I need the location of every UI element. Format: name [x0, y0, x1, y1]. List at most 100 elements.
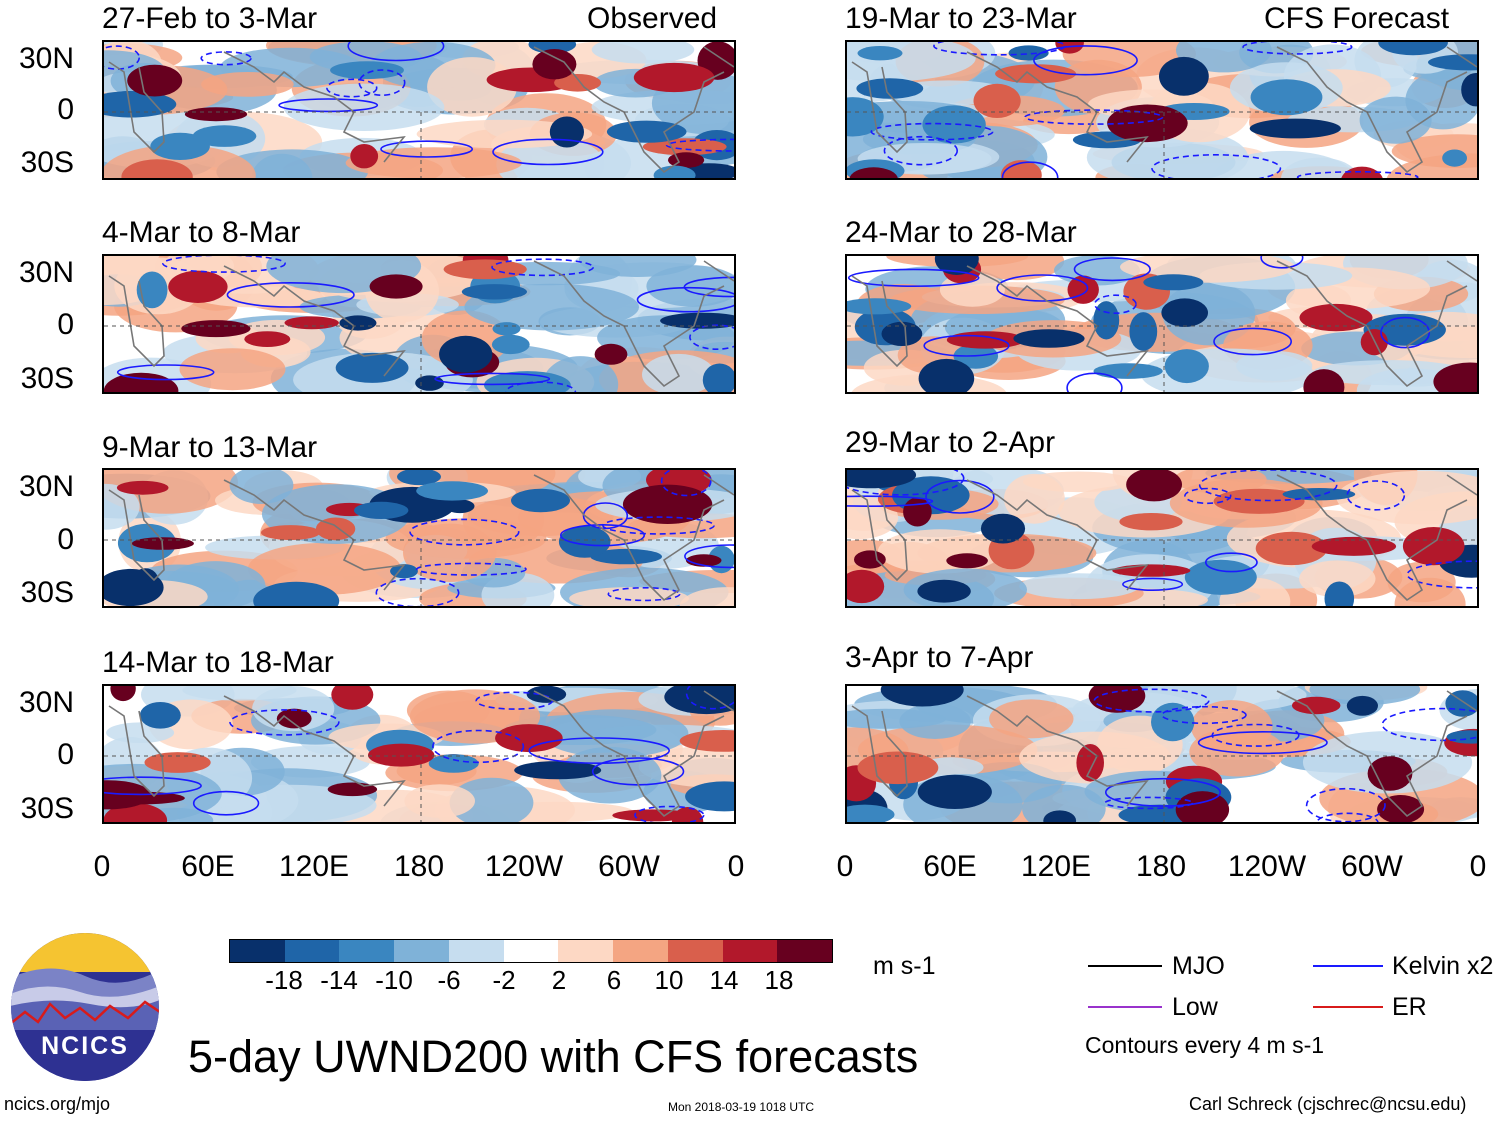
kelvin-contours — [870, 42, 1419, 178]
legend-label-er: ER — [1392, 993, 1427, 1021]
anomaly-field — [104, 686, 734, 822]
cfs-forecast-label: CFS Forecast — [1264, 2, 1450, 35]
map-panel-3 — [102, 468, 736, 608]
colorbar-swatch — [613, 940, 668, 962]
anomaly-field — [847, 686, 1477, 822]
lon-label: 120E — [1020, 850, 1092, 883]
contour-note: Contours every 4 m s-1 — [1085, 1032, 1325, 1058]
lat-label-30n: 30N — [18, 256, 74, 289]
anomaly-field — [847, 42, 1477, 178]
colorbar-swatch — [230, 940, 285, 962]
lat-label-30s: 30S — [20, 146, 74, 179]
grid-lines — [847, 111, 1477, 178]
anomaly-field — [104, 42, 734, 178]
legend-line-er — [1313, 1006, 1383, 1008]
coastlines — [851, 260, 1477, 388]
lon-label: 120W — [484, 850, 564, 883]
anomaly-field — [847, 256, 1477, 392]
map-panel-4 — [102, 684, 736, 824]
lon-label: 60E — [181, 850, 235, 883]
map-panel-6 — [845, 254, 1479, 394]
kelvin-contours — [116, 256, 734, 392]
coastlines — [851, 46, 1477, 174]
colorbar-tick: 18 — [764, 965, 794, 995]
lat-label-30s: 30S — [20, 792, 74, 825]
colorbar-swatch — [558, 940, 614, 962]
ncics-logo: NCICS — [10, 932, 160, 1082]
colorbar-tick: 10 — [654, 965, 684, 995]
lon-label: 0 — [93, 850, 111, 883]
grid-lines — [847, 325, 1477, 392]
grid-lines — [104, 325, 734, 392]
legend-label-mjo: MJO — [1172, 952, 1225, 980]
coastlines — [108, 260, 734, 388]
colorbar — [229, 939, 833, 963]
lat-label-30n: 30N — [18, 42, 74, 75]
colorbar-swatch — [284, 940, 340, 962]
coastlines — [108, 46, 734, 174]
lon-label: 60E — [923, 850, 977, 883]
map-panel-8 — [845, 684, 1479, 824]
colorbar-tick: 14 — [709, 965, 739, 995]
colorbar-swatch — [777, 940, 833, 962]
map-panel-2 — [102, 254, 736, 394]
lon-label: 180 — [1135, 850, 1187, 883]
panel-title-3: 9-Mar to 13-Mar — [102, 431, 318, 464]
lat-label-30s: 30S — [20, 576, 74, 609]
observed-label: Observed — [587, 2, 718, 35]
colorbar-tick: -6 — [437, 965, 461, 995]
chart-title: 5-day UWND200 with CFS forecasts — [188, 1031, 919, 1082]
colorbar-tick: 2 — [551, 965, 567, 995]
legend-line-low — [1088, 1006, 1162, 1008]
colorbar-swatch — [394, 940, 449, 962]
lat-label-0: 0 — [57, 523, 74, 556]
lon-label: 120W — [1227, 850, 1307, 883]
colorbar-tick: -14 — [320, 965, 358, 995]
lat-label-30s: 30S — [20, 362, 74, 395]
panel-title-6: 24-Mar to 28-Mar — [845, 216, 1077, 249]
map-panel-7 — [845, 468, 1479, 608]
colorbar-swatch — [448, 940, 504, 962]
lat-label-30n: 30N — [18, 470, 74, 503]
coastlines — [851, 474, 1477, 602]
anomaly-field — [847, 470, 1477, 606]
lat-label-0: 0 — [57, 738, 74, 771]
coastlines — [108, 690, 734, 818]
coastlines — [851, 690, 1477, 818]
lat-label-0: 0 — [57, 308, 74, 341]
kelvin-contours — [847, 256, 1431, 392]
lon-label: 0 — [836, 850, 854, 883]
colorbar-swatch — [667, 940, 723, 962]
grid-lines — [104, 111, 734, 178]
panel-title-8: 3-Apr to 7-Apr — [845, 641, 1034, 674]
panel-title-4: 14-Mar to 18-Mar — [102, 646, 334, 679]
colorbar-tick: -2 — [492, 965, 516, 995]
legend-line-kelvin — [1313, 965, 1383, 967]
anomaly-field — [104, 470, 734, 606]
colorbar-tick: -18 — [265, 965, 303, 995]
timestamp: Mon 2018-03-19 1018 UTC — [668, 1100, 815, 1114]
website-link[interactable]: ncics.org/mjo — [4, 1094, 111, 1114]
kelvin-contours — [104, 42, 734, 166]
legend-label-kelvin: Kelvin x2 — [1392, 952, 1494, 980]
legend-label-low: Low — [1172, 993, 1218, 1021]
lon-label: 60W — [598, 850, 660, 883]
colorbar-swatch — [339, 940, 395, 962]
panel-title-7: 29-Mar to 2-Apr — [845, 426, 1056, 459]
lon-label: 180 — [393, 850, 445, 883]
map-panel-5 — [845, 40, 1479, 180]
grid-lines — [104, 755, 734, 822]
coastlines — [108, 474, 734, 602]
panel-title-2: 4-Mar to 8-Mar — [102, 216, 301, 249]
kelvin-contours — [847, 470, 1477, 592]
colorbar-tick: -10 — [375, 965, 413, 995]
lon-label: 120E — [278, 850, 350, 883]
legend-line-mjo — [1088, 965, 1162, 967]
units-label: m s-1 — [873, 952, 936, 980]
author-credit: Carl Schreck (cjschrec@ncsu.edu) — [1189, 1094, 1467, 1114]
grid-lines — [847, 539, 1477, 606]
colorbar-swatch — [503, 940, 559, 962]
grid-lines — [847, 755, 1477, 822]
map-panel-1 — [102, 40, 736, 180]
grid-lines — [104, 539, 734, 606]
